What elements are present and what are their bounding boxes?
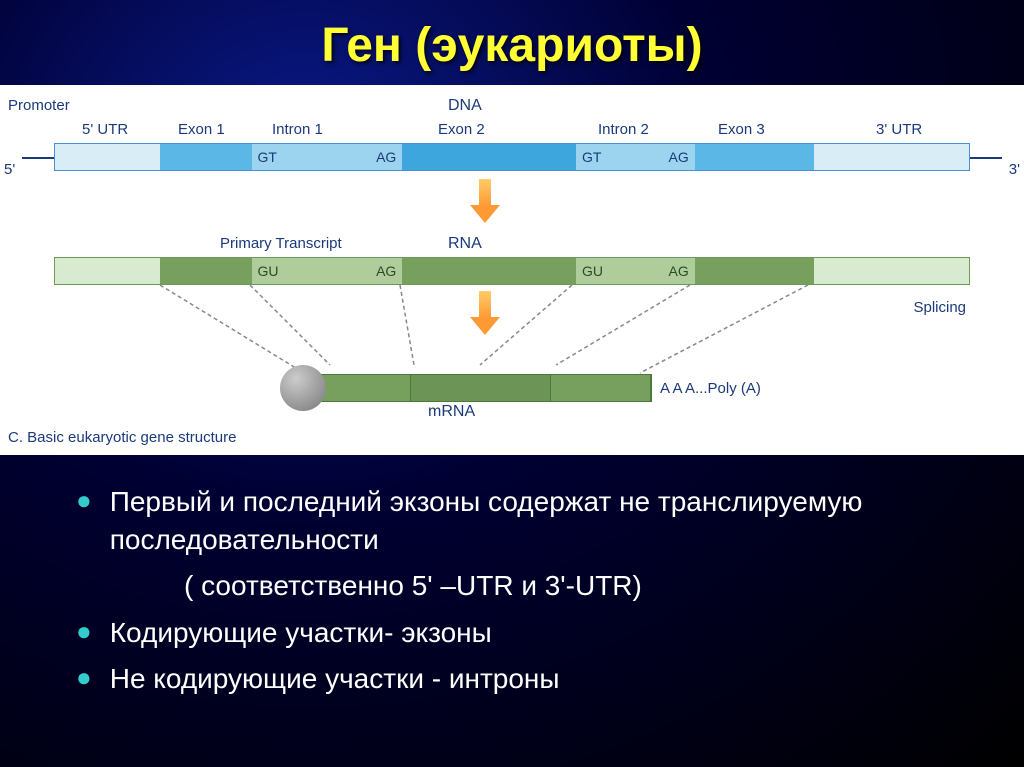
bullet-item: ● Не кодирующие участки - интроны [76, 660, 984, 698]
dna-segment: GTAG [252, 144, 403, 170]
mrna-segment [321, 375, 411, 401]
bullet-dot-icon: ● [76, 660, 92, 698]
segment-label: Exon 3 [718, 121, 765, 138]
bullet-text: Кодирующие участки- экзоны [110, 614, 492, 652]
segment-label: 5' UTR [82, 121, 128, 138]
promoter-label: Promoter [8, 97, 70, 114]
slide-title: Ген (эукариоты) [0, 0, 1024, 73]
diagram-caption: C. Basic eukaryotic gene structure [8, 429, 236, 446]
bullet-item: ● Кодирующие участки- экзоны [76, 614, 984, 652]
five-prime-label: 5' [4, 161, 15, 178]
rna-segment [695, 258, 814, 284]
bullet-dot-icon: ● [76, 614, 92, 652]
dna-label: DNA [448, 97, 482, 115]
dna-segment [55, 144, 160, 170]
dna-line-left [22, 157, 54, 159]
dna-line-right [970, 157, 1002, 159]
segment-label: Exon 1 [178, 121, 225, 138]
dna-segment [402, 144, 576, 170]
bullet-text: Первый и последний экзоны содержат не тр… [110, 483, 984, 559]
mrna-bar [320, 374, 652, 402]
gene-diagram: Promoter DNA 5' UTR Exon 1 Intron 1 Exon 2 I… [0, 85, 1024, 455]
rna-segment [814, 258, 969, 284]
three-prime-label: 3' [1009, 161, 1020, 178]
mrna-label: mRNA [428, 403, 475, 421]
polya-label: A A A...Poly (A) [660, 380, 761, 397]
cap-icon [280, 365, 326, 411]
dna-segment [695, 144, 814, 170]
rna-bar: GUAG GUAG [54, 257, 970, 285]
primary-transcript-label: Primary Transcript [220, 235, 342, 252]
bullet-subtext: ( соответственно 5' –UTR и 3'-UTR) [184, 567, 984, 605]
bullet-dot-icon: ● [76, 483, 92, 559]
mrna-segment [551, 375, 651, 401]
dna-segment [160, 144, 251, 170]
mrna-segment [411, 375, 551, 401]
arrow-icon [470, 291, 500, 335]
arrow-icon [470, 179, 500, 223]
segment-label: Exon 2 [438, 121, 485, 138]
segment-label: Intron 1 [272, 121, 323, 138]
rna-segment: GUAG [252, 258, 403, 284]
rna-segment [402, 258, 576, 284]
bullet-list: ●Первый и последний экзоны содержат не т… [76, 483, 984, 698]
bullet-item: ●Первый и последний экзоны содержат не т… [76, 483, 984, 559]
rna-segment: GUAG [576, 258, 695, 284]
dna-segment-labels: 5' UTR Exon 1 Intron 1 Exon 2 Intron 2 Exon 3… [0, 121, 1024, 139]
rna-segment [55, 258, 160, 284]
rna-segment [160, 258, 251, 284]
splicing-label: Splicing [913, 299, 966, 316]
dna-bar: GTAG GTAG [54, 143, 970, 171]
mrna-row: A A A...Poly (A) [280, 365, 761, 411]
dna-segment: GTAG [576, 144, 695, 170]
dna-segment [814, 144, 969, 170]
bullet-text: Не кодирующие участки - интроны [110, 660, 560, 698]
segment-label: Intron 2 [598, 121, 649, 138]
segment-label: 3' UTR [876, 121, 922, 138]
rna-label: RNA [448, 235, 482, 253]
